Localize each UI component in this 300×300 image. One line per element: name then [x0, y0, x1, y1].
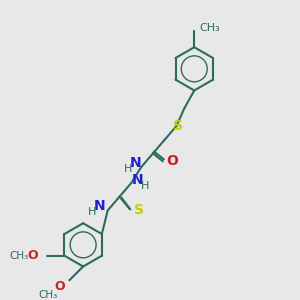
Text: H: H [124, 164, 133, 174]
Text: H: H [141, 181, 149, 191]
Text: CH₃: CH₃ [10, 251, 29, 261]
Text: N: N [129, 156, 141, 170]
Text: O: O [167, 154, 178, 168]
Text: CH₃: CH₃ [38, 290, 57, 300]
Text: N: N [131, 173, 143, 187]
Text: S: S [172, 119, 182, 133]
Text: S: S [134, 203, 144, 218]
Text: O: O [28, 249, 38, 262]
Text: O: O [54, 280, 65, 292]
Text: N: N [94, 200, 106, 214]
Text: H: H [88, 207, 96, 218]
Text: CH₃: CH₃ [199, 22, 220, 32]
